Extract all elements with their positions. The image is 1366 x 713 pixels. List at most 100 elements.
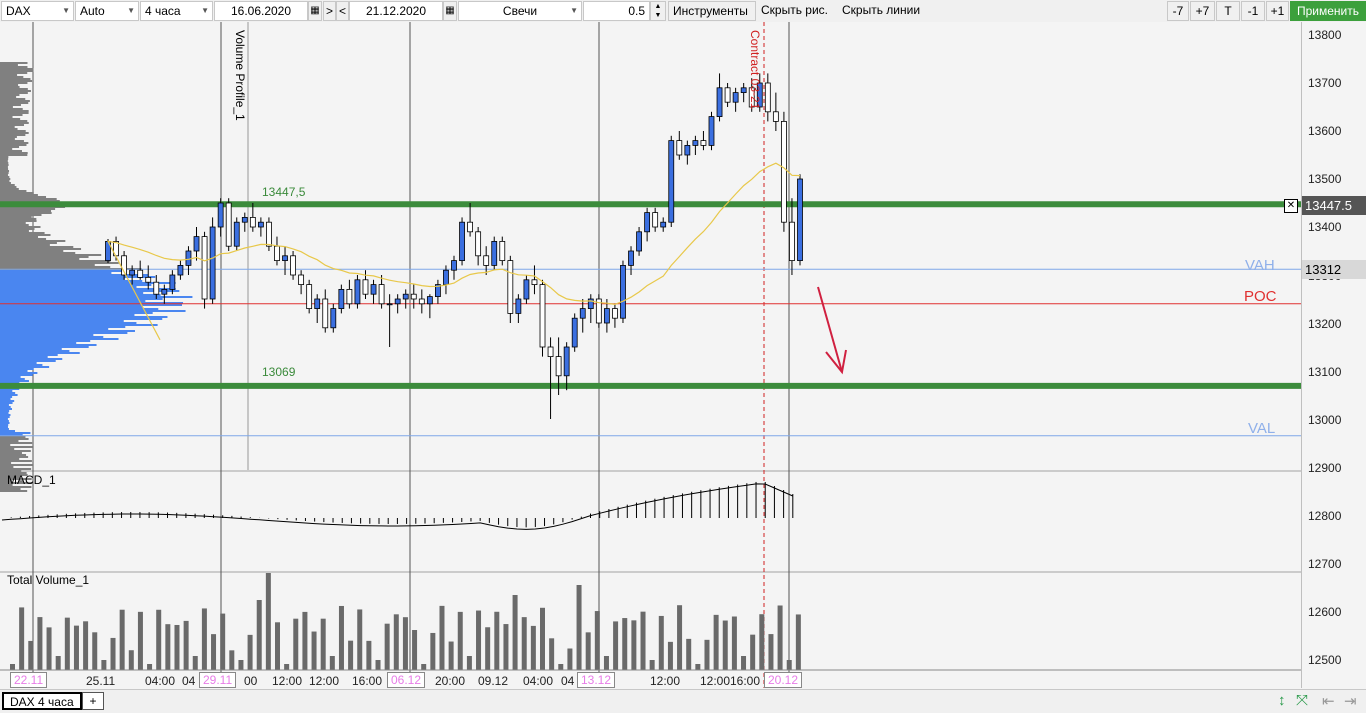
expand-icon[interactable]: ⤧ [1296, 692, 1309, 709]
vertical-resize-icon[interactable]: ↕ [1278, 692, 1286, 709]
tools-button[interactable]: Инструменты [668, 1, 756, 21]
timeframe-select[interactable]: 4 часа ▼ [140, 1, 213, 21]
t-button[interactable]: T [1216, 1, 1240, 21]
volume-bar [137, 611, 143, 670]
profile-bar [0, 388, 20, 390]
scroll-right-icon[interactable]: ⇥ [1344, 693, 1357, 710]
profile-bar [0, 392, 16, 394]
profile-bar [0, 334, 94, 336]
bottom-bar: DAX 4 часа + ↕ ⤧ ⇤ ⇥ [0, 689, 1366, 713]
candle-body [402, 293, 409, 300]
candle-body [193, 236, 200, 252]
profile-bar [0, 362, 37, 364]
hide-drawings-button[interactable]: Скрыть рис. [757, 1, 837, 21]
profile-bar [0, 448, 15, 450]
profile-bar [0, 348, 62, 350]
volume-bar [275, 622, 280, 670]
apply-button[interactable]: Применить [1290, 1, 1366, 21]
candle-body [789, 221, 795, 261]
candle-body [418, 298, 425, 305]
volume-bar [494, 611, 500, 670]
profile-bar [0, 286, 137, 288]
profile-bar [0, 74, 18, 76]
volume-bar [393, 614, 399, 670]
candle-body [145, 276, 152, 283]
price-axis[interactable] [1301, 22, 1366, 688]
profile-bar [0, 168, 9, 170]
chart-area[interactable] [0, 22, 1301, 688]
nav-prev-button[interactable]: > [323, 1, 336, 21]
candle-body [684, 145, 691, 156]
candle-body [249, 216, 256, 228]
profile-bar [0, 226, 41, 228]
profile-bar [0, 190, 27, 192]
profile-bar [0, 436, 26, 438]
volume-bar [613, 621, 619, 670]
scale-select[interactable]: Auto ▼ [75, 1, 139, 21]
date-to-field[interactable]: 21.12.2020 [349, 1, 443, 21]
scale-value: Auto [80, 4, 105, 18]
profile-bar [0, 462, 12, 464]
nav-next-button[interactable]: < [336, 1, 349, 21]
profile-bar [0, 300, 146, 302]
add-tab-button[interactable]: + [82, 692, 104, 710]
plus7-button[interactable]: +7 [1190, 1, 1215, 21]
calendar-icon[interactable]: ▦ [443, 1, 457, 21]
profile-bar [0, 474, 28, 476]
profile-bar [0, 144, 27, 146]
profile-bar [0, 346, 89, 348]
volume-bar [366, 640, 372, 670]
hide-lines-button[interactable]: Скрыть линии [838, 1, 928, 21]
minus1-button[interactable]: -1 [1241, 1, 1265, 21]
macd-title: MACD_1 [7, 473, 56, 487]
candle-body [435, 284, 441, 298]
profile-bar [0, 310, 186, 312]
candle-body [306, 284, 313, 310]
price-tick: 12900 [1308, 460, 1342, 475]
volume-bar [521, 617, 527, 670]
profile-bar [0, 108, 23, 110]
profile-bar [0, 128, 18, 130]
candle-body [394, 298, 401, 305]
step-spinner[interactable]: ▲ ▼ [650, 1, 666, 21]
close-icon[interactable]: ✕ [1284, 199, 1298, 213]
volume-bar [402, 617, 408, 670]
profile-bar [0, 220, 37, 222]
profile-bar [0, 428, 9, 430]
volume-bar [284, 664, 290, 670]
profile-bar [0, 140, 24, 142]
scroll-left-icon[interactable]: ⇤ [1322, 693, 1335, 710]
plus1-button[interactable]: +1 [1266, 1, 1289, 21]
volume-bar [156, 609, 162, 670]
volume-bar [594, 611, 600, 670]
candle-body [451, 260, 457, 271]
volume-bar [211, 634, 217, 670]
profile-bar [0, 478, 32, 480]
profile-bar [0, 150, 22, 152]
symbol-select[interactable]: DAX ▼ [1, 1, 74, 21]
profile-bar [0, 400, 15, 402]
profile-bar [0, 410, 10, 412]
candle-body [515, 298, 522, 314]
candle-body [620, 264, 626, 319]
step-field[interactable]: 0.5 [583, 1, 650, 21]
price-tick: 12600 [1308, 605, 1342, 620]
volume-bars [10, 573, 801, 670]
profile-bar [0, 256, 89, 258]
volume-bar [357, 609, 363, 670]
profile-bar [0, 420, 9, 422]
candle-body [314, 298, 321, 309]
profile-bar [0, 454, 27, 456]
profile-bar [0, 230, 29, 232]
volume-bar [512, 595, 518, 670]
tab-dax-4h[interactable]: DAX 4 часа [2, 692, 82, 710]
profile-bar [0, 444, 11, 446]
date-box: 13.12 [577, 672, 616, 688]
date-from-field[interactable]: 16.06.2020 [214, 1, 308, 21]
calendar-icon[interactable]: ▦ [308, 1, 322, 21]
minus7-button[interactable]: -7 [1167, 1, 1189, 21]
chart-type-select[interactable]: Свечи ▼ [458, 1, 582, 21]
price-tick: 13200 [1308, 316, 1342, 331]
volume-bar [19, 607, 25, 670]
time-tick: 12:00 [309, 674, 340, 688]
